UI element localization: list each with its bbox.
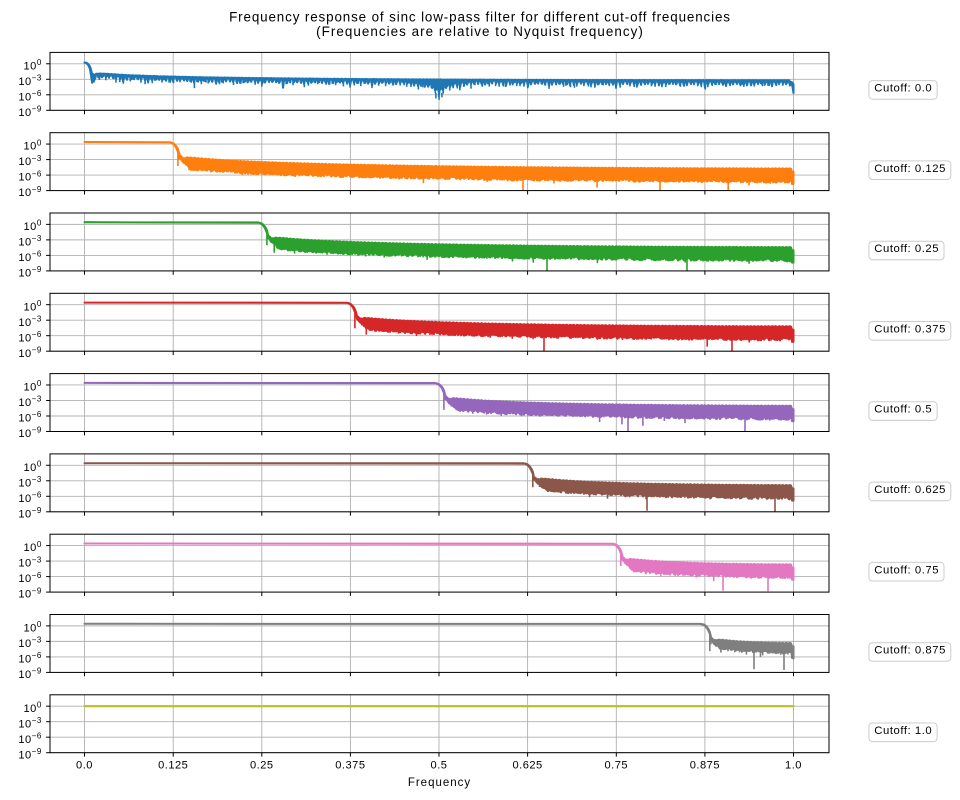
svg-text:1.0: 1.0 bbox=[785, 760, 802, 772]
svg-text:Frequency: Frequency bbox=[408, 777, 471, 789]
svg-text:0.5: 0.5 bbox=[431, 760, 448, 772]
svg-text:0.125: 0.125 bbox=[158, 760, 188, 772]
svg-text:Cutoff: 1.0: Cutoff: 1.0 bbox=[874, 725, 932, 737]
svg-text:0.25: 0.25 bbox=[250, 760, 274, 772]
svg-text:0.375: 0.375 bbox=[335, 760, 365, 772]
svg-text:(Frequencies are relative to N: (Frequencies are relative to Nyquist fre… bbox=[316, 24, 644, 39]
svg-text:Cutoff: 0.875: Cutoff: 0.875 bbox=[874, 645, 946, 657]
svg-text:0.875: 0.875 bbox=[690, 760, 720, 772]
svg-text:0.625: 0.625 bbox=[512, 760, 542, 772]
svg-text:Cutoff: 0.625: Cutoff: 0.625 bbox=[874, 484, 946, 496]
svg-text:Cutoff: 0.75: Cutoff: 0.75 bbox=[874, 564, 939, 576]
svg-text:Cutoff: 0.375: Cutoff: 0.375 bbox=[874, 323, 946, 335]
svg-text:Frequency response of sinc low: Frequency response of sinc low-pass filt… bbox=[229, 10, 731, 25]
svg-text:Cutoff: 0.25: Cutoff: 0.25 bbox=[874, 243, 939, 255]
svg-text:0.0: 0.0 bbox=[76, 760, 93, 772]
svg-text:Cutoff: 0.0: Cutoff: 0.0 bbox=[874, 83, 932, 95]
svg-text:Cutoff: 0.125: Cutoff: 0.125 bbox=[874, 163, 946, 175]
svg-text:0.75: 0.75 bbox=[605, 760, 629, 772]
svg-text:Cutoff: 0.5: Cutoff: 0.5 bbox=[874, 404, 932, 416]
